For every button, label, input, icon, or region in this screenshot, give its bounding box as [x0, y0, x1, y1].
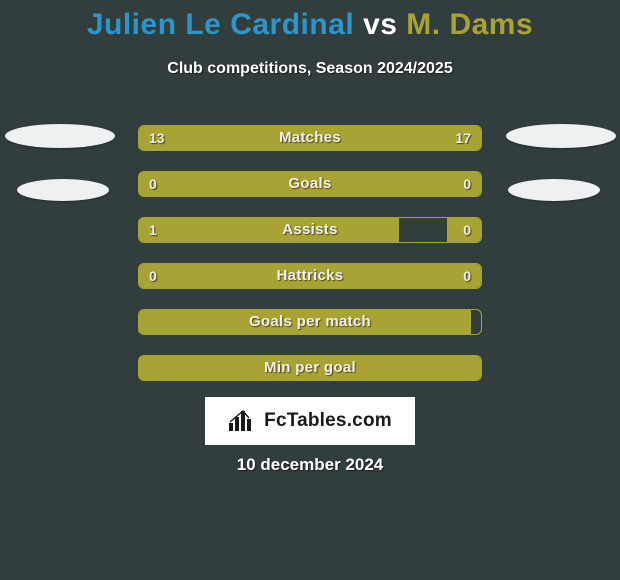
bar-right-value: 17 [455, 126, 471, 150]
bar-right-value: 0 [463, 264, 471, 288]
subtitle: Club competitions, Season 2024/2025 [0, 60, 620, 78]
bar-right-value: 0 [463, 172, 471, 196]
title-vs: vs [363, 8, 397, 41]
ellipse-small-right [508, 179, 600, 201]
ellipse-small-left [17, 179, 109, 201]
bar-label: Goals [139, 172, 481, 196]
bar-row-matches: 13 Matches 17 [138, 125, 482, 151]
bar-label: Hattricks [139, 264, 481, 288]
bar-label: Matches [139, 126, 481, 150]
bar-row-hattricks: 0 Hattricks 0 [138, 263, 482, 289]
bar-row-min-per-goal: Min per goal [138, 355, 482, 381]
site-logo: FcTables.com [205, 397, 415, 445]
bar-row-assists: 1 Assists 0 [138, 217, 482, 243]
stat-bars: 13 Matches 17 0 Goals 0 1 Assists 0 0 Ha… [138, 125, 482, 401]
player2-name: M. Dams [406, 8, 533, 41]
bar-row-goals: 0 Goals 0 [138, 171, 482, 197]
ellipse-big-right [506, 124, 616, 148]
bar-row-goals-per-match: Goals per match [138, 309, 482, 335]
comparison-title: Julien Le Cardinal vs M. Dams [0, 0, 620, 42]
bar-label: Assists [139, 218, 481, 242]
bars-chart-icon [228, 409, 258, 433]
player1-name: Julien Le Cardinal [87, 8, 354, 41]
logo-text: FcTables.com [264, 410, 392, 432]
bar-right-value: 0 [463, 218, 471, 242]
ellipse-big-left [5, 124, 115, 148]
bar-label: Goals per match [139, 310, 481, 334]
snapshot-date: 10 december 2024 [0, 455, 620, 475]
bar-label: Min per goal [139, 356, 481, 380]
